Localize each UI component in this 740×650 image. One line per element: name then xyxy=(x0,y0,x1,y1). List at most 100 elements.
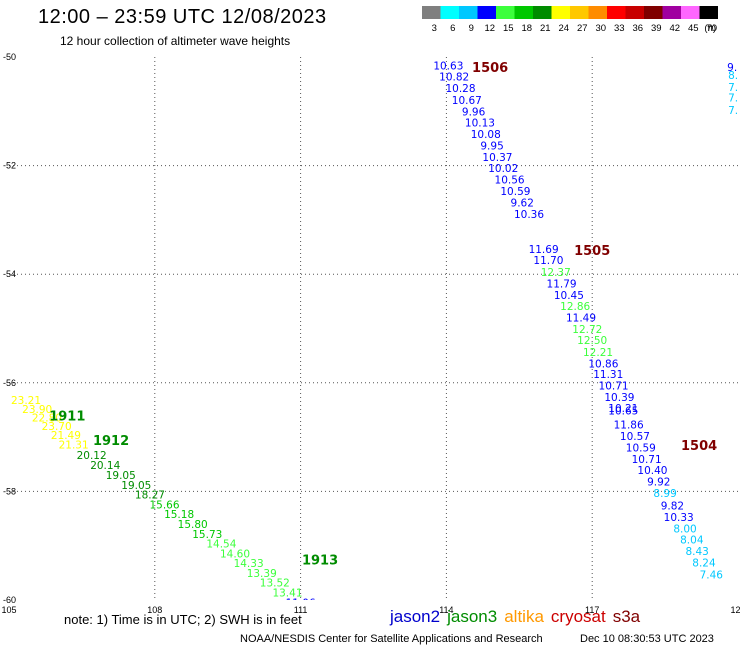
y-tick-label: -60 xyxy=(3,595,16,605)
swh-value-1505: 12.21 xyxy=(583,347,613,359)
color-level-label: 24 xyxy=(558,23,569,34)
color-swatch-70 xyxy=(699,6,718,19)
swh-value-1506: 10.13 xyxy=(465,118,495,130)
x-tick-label: 108 xyxy=(147,605,162,615)
color-level-label: 70 xyxy=(706,23,717,34)
satellite-jason2: jason2 xyxy=(390,607,441,626)
color-swatch-9 xyxy=(459,6,478,19)
color-level-label: 21 xyxy=(540,23,551,34)
color-level-label: 42 xyxy=(669,23,680,34)
swh-value-1506: 10.56 xyxy=(495,175,525,187)
swh-value-1506: 10.36 xyxy=(514,209,544,221)
swh-value-1911: 23.70 xyxy=(42,421,72,433)
swh-value-1506: 10.67 xyxy=(452,95,482,107)
color-swatch-24 xyxy=(551,6,570,19)
swh-value-1506: 10.37 xyxy=(482,152,512,164)
color-swatch-12 xyxy=(477,6,496,19)
swh-value-1506: 10.63 xyxy=(433,61,463,73)
swh-value-1504: 10.33 xyxy=(664,512,694,524)
swh-value-1912: 14.33 xyxy=(234,558,264,570)
satellite-cryosat: cryosat xyxy=(550,607,606,626)
swh-value-1504: 11.86 xyxy=(614,420,644,432)
swh-value-1504: 9.92 xyxy=(647,477,670,489)
pass-label: 1912 xyxy=(93,434,129,449)
swh-value-1504: 8.99 xyxy=(653,488,676,500)
color-level-label: 30 xyxy=(595,23,606,34)
swh-value-1505: 11.31 xyxy=(593,369,623,381)
x-tick-label: 105 xyxy=(1,605,16,615)
swh-value-1505: 10.86 xyxy=(588,358,618,370)
swh-value-1505: 12.86 xyxy=(560,301,590,313)
swh-value-1506: 9.96 xyxy=(462,106,486,118)
swh-value-1505: 12.37 xyxy=(541,267,571,279)
swh-value-1506: 10.59 xyxy=(500,186,530,198)
swh-value-1506: 10.82 xyxy=(439,72,469,84)
swh-value-edge-track: 7. xyxy=(728,105,738,117)
color-swatch-39 xyxy=(644,6,663,19)
color-level-label: 36 xyxy=(632,23,643,34)
y-tick-label: -50 xyxy=(3,52,16,62)
swh-value-1505: 11.79 xyxy=(547,278,577,290)
x-tick-label: 111 xyxy=(294,605,308,615)
color-scale-legend: 3 6 9 12 15 18 21 24 27 30 33 36 39 42 45 70(ft) xyxy=(422,6,718,34)
swh-value-1505: 10.45 xyxy=(554,290,584,302)
color-swatch-18 xyxy=(514,6,533,19)
swh-value-1912: 18.27 xyxy=(135,490,165,502)
swh-value-1504: 10.71 xyxy=(632,454,662,466)
swh-value-edge-track: 7. xyxy=(728,93,738,105)
x-tick-label: 120 xyxy=(730,605,740,615)
color-level-label: 27 xyxy=(577,23,588,34)
color-level-label: 18 xyxy=(521,23,532,34)
color-level-label: 33 xyxy=(614,23,625,34)
color-level-label: 39 xyxy=(651,23,662,34)
swh-value-1911: 23.21 xyxy=(11,395,41,407)
swh-value-1506: 10.02 xyxy=(488,163,518,175)
swh-value-1912: 15.66 xyxy=(149,499,179,511)
swh-value-1504: 8.04 xyxy=(680,535,704,547)
color-level-label: 15 xyxy=(503,23,514,34)
swh-value-1505: 11.70 xyxy=(533,255,563,267)
color-swatch-45 xyxy=(681,6,700,19)
y-tick-label: -52 xyxy=(3,161,16,171)
swh-value-1912: 13.52 xyxy=(260,578,290,590)
swh-value-1504: 7.46 xyxy=(700,569,724,581)
swh-value-1912: 19.05 xyxy=(121,480,151,492)
color-swatch-6 xyxy=(440,6,459,19)
swh-value-1506: 9.62 xyxy=(511,198,534,210)
swh-value-1911: 22.80 xyxy=(32,413,62,425)
color-swatch-21 xyxy=(533,6,552,19)
swh-value-1912: 13.41 xyxy=(272,587,302,599)
color-level-label: 45 xyxy=(688,23,699,34)
satellite-legend: jason2 jason3 altika cryosat s3a xyxy=(390,607,647,627)
color-swatch-42 xyxy=(662,6,681,19)
swh-value-1506: 9.95 xyxy=(480,141,503,153)
y-tick-label: -56 xyxy=(3,378,16,388)
swh-value-1504: 10.59 xyxy=(626,442,656,454)
chart-subtitle: 12 hour collection of altimeter wave hei… xyxy=(60,34,291,48)
swh-value-1505: 10.21 xyxy=(608,403,638,415)
swh-value-1912: 15.73 xyxy=(192,529,222,541)
swh-value-1913: 12.19 xyxy=(315,617,345,629)
swh-value-1505: 12.50 xyxy=(577,335,607,347)
swh-value-1912: 20.12 xyxy=(77,450,107,462)
color-swatch-27 xyxy=(570,6,589,19)
swh-value-1504: 8.00 xyxy=(673,523,696,535)
swh-value-1505: 10.71 xyxy=(599,381,629,393)
swh-value-1506: 10.28 xyxy=(445,83,475,95)
swh-value-1504: 8.43 xyxy=(685,546,708,558)
swh-value-edge-track: 8. xyxy=(728,70,738,82)
color-swatch-30 xyxy=(588,6,607,19)
color-level-label: 9 xyxy=(469,23,474,34)
chart-title: 12:00 – 23:59 UTC 12/08/2023 xyxy=(38,6,327,28)
color-level-label: 6 xyxy=(450,23,455,34)
color-swatch-3 xyxy=(422,6,441,19)
pass-label: 1504 xyxy=(681,439,717,454)
swh-value-1912: 19.05 xyxy=(106,470,136,482)
swh-value-1912: 15.18 xyxy=(164,509,194,521)
swh-value-1912: 13.39 xyxy=(247,568,277,580)
swh-value-1504: 10.65 xyxy=(608,405,638,417)
footer-timestamp: Dec 10 08:30:53 UTC 2023 xyxy=(580,633,714,645)
color-swatch-36 xyxy=(625,6,644,19)
swh-value-1504: 9.82 xyxy=(661,501,684,513)
swh-value-1505: 11.49 xyxy=(566,313,596,325)
